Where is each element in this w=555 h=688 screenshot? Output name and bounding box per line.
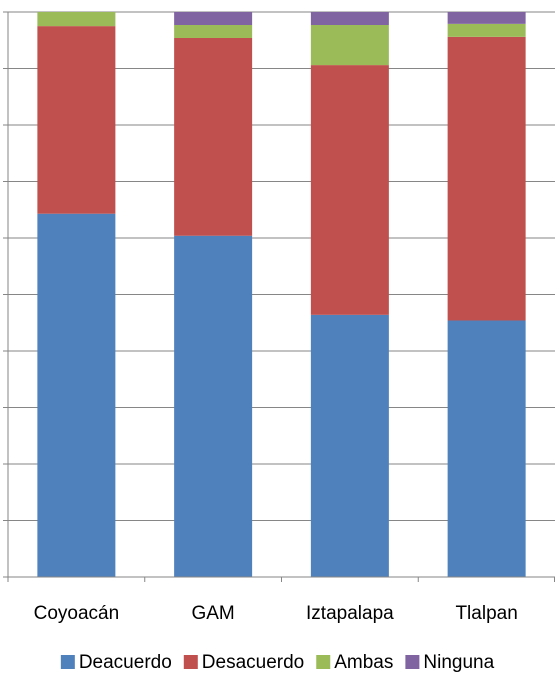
x-tick-label: Coyoacán: [34, 603, 120, 624]
bar-ambas-1: [174, 24, 253, 38]
bar-deacuerdo-3: [447, 320, 526, 577]
legend-swatch: [405, 655, 420, 669]
bar-ambas-3: [447, 23, 526, 37]
x-tick-label: Tlalpan: [455, 603, 517, 624]
x-tick-label: GAM: [191, 603, 234, 624]
bar-desacuerdo-3: [447, 36, 526, 321]
legend-label: Desacuerdo: [202, 652, 304, 673]
legend: Deacuerdo Desacuerdo Ambas Ninguna: [60, 652, 495, 673]
x-tick-labels: Coyoacán GAM Iztapalapa Tlalpan: [34, 603, 518, 624]
legend-label: Deacuerdo: [79, 652, 172, 673]
x-axis: [7, 12, 555, 582]
legend-label: Ninguna: [423, 652, 494, 673]
bar-deacuerdo-2: [310, 314, 389, 577]
bar-ambas-2: [310, 24, 389, 66]
bar-ninguna-1: [174, 12, 253, 25]
bar-deacuerdo-0: [37, 213, 116, 577]
bar-ninguna-3: [447, 12, 526, 24]
legend-swatch: [316, 655, 331, 669]
bar-ninguna-2: [310, 12, 389, 25]
bar-desacuerdo-0: [37, 26, 116, 214]
bar-desacuerdo-2: [310, 65, 389, 315]
bars: [37, 12, 526, 578]
legend-swatch: [183, 655, 198, 669]
legend-label: Ambas: [334, 652, 393, 673]
bar-desacuerdo-1: [174, 37, 253, 236]
bar-ambas-0: [37, 12, 116, 27]
x-tick-label: Iztapalapa: [306, 603, 394, 624]
bar-deacuerdo-1: [174, 235, 253, 578]
legend-swatch: [60, 655, 75, 669]
